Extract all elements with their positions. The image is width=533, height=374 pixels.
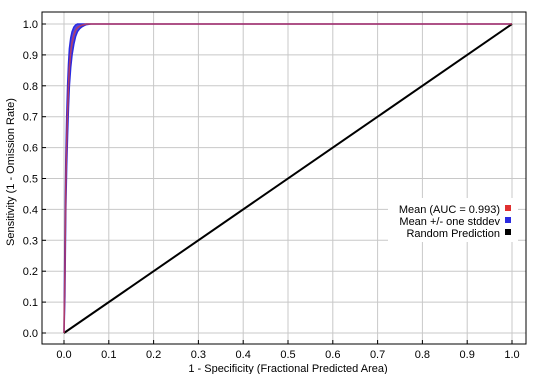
y-tick-label: 0.8 (23, 81, 38, 93)
random-prediction-line (63, 23, 513, 334)
x-tick-label: 1.0 (504, 349, 519, 361)
x-tick-label: 0.8 (415, 349, 430, 361)
series-lines (63, 23, 513, 334)
x-tick-label: 0.2 (146, 349, 161, 361)
stddev-band-area (63, 23, 512, 334)
legend-swatch-mean (505, 205, 511, 211)
y-tick-label: 0.6 (23, 143, 38, 155)
legend-swatch-stddev (505, 217, 511, 223)
legend-label-stddev: Mean +/- one stddev (399, 216, 500, 228)
x-tick-label: 0.9 (460, 349, 475, 361)
legend-label-random: Random Prediction (406, 228, 500, 240)
legend-background (388, 198, 518, 242)
legend-label-mean: Mean (AUC = 0.993) (399, 204, 500, 216)
x-tick-label: 0.5 (280, 349, 295, 361)
y-tick-label: 0.1 (23, 297, 38, 309)
y-tick-label: 0.5 (23, 174, 38, 186)
y-tick-label: 0.7 (23, 112, 38, 124)
x-tick-label: 0.4 (236, 349, 251, 361)
y-tick-label: 0.2 (23, 266, 38, 278)
x-tick-label: 0.3 (191, 349, 206, 361)
y-tick-label: 0.4 (23, 204, 38, 216)
y-tick-label: 1.0 (23, 19, 38, 31)
y-tick-label: 0.9 (23, 50, 38, 62)
x-axis-title: 1 - Specificity (Fractional Predicted Ar… (188, 363, 387, 374)
y-axis-title: Sensitivity (1 - Omission Rate) (5, 98, 17, 246)
x-tick-label: 0.7 (370, 349, 385, 361)
legend-swatch-random (505, 229, 511, 235)
x-axis-ticks: 0.0 0.1 0.2 0.3 0.4 0.5 0.6 0.7 0.8 0.9 1.0 (56, 340, 520, 361)
x-tick-label: 0.1 (101, 349, 116, 361)
y-tick-label: 0.0 (23, 328, 38, 340)
y-axis-ticks: 0.0 0.1 0.2 0.3 0.4 0.5 0.6 0.7 0.8 0.9 1.0 (23, 19, 46, 340)
legend: Mean (AUC = 0.993) Mean +/- one stddev R… (388, 198, 518, 242)
y-tick-label: 0.3 (23, 235, 38, 247)
stddev-band (63, 23, 512, 334)
x-tick-label: 0.6 (325, 349, 340, 361)
x-tick-label: 0.0 (56, 349, 71, 361)
mean-roc-line-overlay (63, 23, 512, 334)
